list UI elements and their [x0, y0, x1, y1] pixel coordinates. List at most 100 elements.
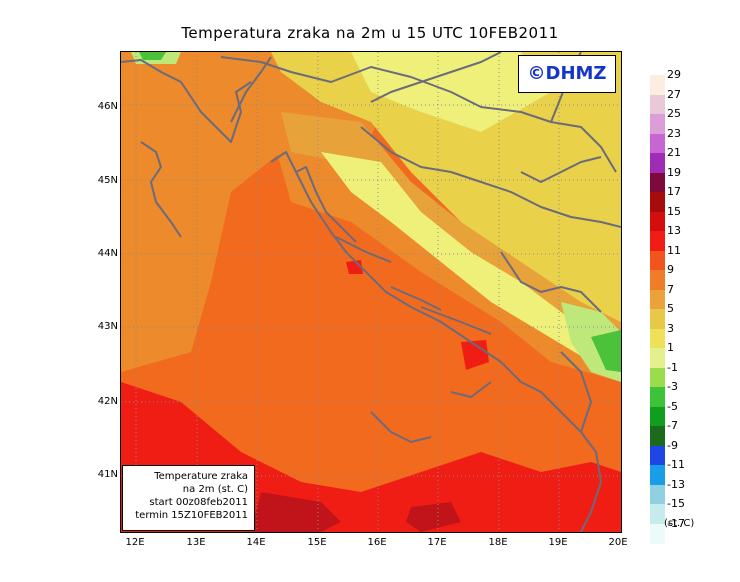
legend-label: -3 — [667, 380, 678, 393]
legend-row: 25 — [650, 107, 720, 134]
legend-label: -7 — [667, 419, 678, 432]
temperature-map: ©DHMZ Temperature zraka na 2m (st. C) st… — [120, 51, 622, 533]
legend-swatch — [650, 328, 665, 349]
lon-label: 16E — [367, 537, 387, 548]
legend-swatch — [650, 309, 665, 329]
dhmz-logo: ©DHMZ — [518, 55, 616, 93]
legend-row: 19 — [650, 166, 720, 193]
legend-swatch — [650, 426, 665, 446]
legend-label: -13 — [667, 477, 685, 491]
legend-swatch — [650, 133, 665, 154]
legend-row: 9 — [650, 263, 720, 290]
legend-swatch — [650, 504, 665, 524]
lon-label: 13E — [186, 537, 206, 548]
legend-label: -15 — [667, 497, 685, 510]
lat-label: 41N — [97, 469, 118, 480]
legend-row: 13 — [650, 224, 720, 251]
legend-swatch — [650, 445, 665, 466]
legend-row: -1 — [650, 361, 720, 388]
map-title: Temperatura zraka na 2m u 15 UTC 10FEB20… — [181, 24, 559, 42]
legend-row: -7 — [650, 419, 720, 446]
legend-row: 7 — [650, 283, 720, 310]
legend-row: -3 — [650, 380, 720, 407]
legend-unit: (st. C) — [664, 518, 695, 529]
legend-swatch — [650, 484, 665, 505]
legend-row: -15 — [650, 497, 720, 524]
legend-row: 15 — [650, 205, 720, 232]
legend-row: 5 — [650, 302, 720, 329]
legend-label: 17 — [667, 185, 681, 198]
legend-swatch — [650, 75, 665, 95]
legend-label: 1 — [667, 341, 674, 354]
temperature-field — [121, 52, 621, 532]
legend-label: 5 — [667, 302, 674, 315]
legend-label: 23 — [667, 126, 681, 140]
legend-label: 25 — [667, 107, 681, 120]
legend-row: -11 — [650, 458, 720, 485]
legend-row: 1 — [650, 341, 720, 368]
field-dark-red — [251, 492, 341, 532]
legend-label: 27 — [667, 87, 681, 101]
legend-row: 21 — [650, 146, 720, 173]
info-line-2: na 2m (st. C) — [182, 484, 248, 495]
legend-swatch — [650, 348, 665, 368]
legend-row: -17 — [650, 517, 720, 544]
legend-swatch — [650, 172, 665, 193]
lat-label: 45N — [97, 175, 118, 186]
legend-label: -9 — [667, 438, 678, 452]
legend-label: 19 — [667, 165, 681, 179]
info-line-1: Temperature zraka — [154, 471, 248, 482]
info-line-3: start 00z08feb2011 — [149, 497, 248, 508]
lon-label: 12E — [125, 537, 145, 548]
legend-swatch — [650, 289, 665, 310]
field-red-east — [461, 340, 489, 370]
field-green-north — [139, 52, 166, 60]
lat-label: 43N — [97, 321, 118, 332]
field-green — [591, 330, 621, 372]
legend-label: 3 — [667, 321, 674, 335]
legend-label: 7 — [667, 282, 674, 296]
legend-label: 15 — [667, 204, 681, 218]
legend-swatch — [650, 114, 665, 134]
legend-row: 11 — [650, 244, 720, 271]
legend-swatch — [650, 211, 665, 232]
lon-label: 14E — [246, 537, 266, 548]
legend-swatch — [650, 94, 665, 115]
lat-label: 46N — [97, 101, 118, 112]
legend-row: 27 — [650, 88, 720, 115]
lon-label: 15E — [307, 537, 327, 548]
info-box: Temperature zraka na 2m (st. C) start 00… — [122, 465, 255, 531]
legend-label: -17 — [667, 516, 685, 530]
legend-swatch — [650, 153, 665, 173]
lat-label: 42N — [97, 396, 118, 407]
lon-label: 20E — [608, 537, 628, 548]
legend-swatch — [650, 192, 665, 212]
legend-row: -9 — [650, 439, 720, 466]
coastlines — [121, 52, 621, 532]
legend-swatch — [650, 387, 665, 407]
legend-label: -5 — [667, 399, 678, 413]
lon-label: 18E — [488, 537, 508, 548]
field-pale-yellow — [321, 152, 601, 362]
legend-swatch — [650, 231, 665, 251]
legend-swatch — [650, 406, 665, 427]
legend-label: -11 — [667, 458, 685, 471]
field-dark-red-2 — [406, 502, 461, 532]
legend-swatch — [650, 367, 665, 388]
legend-label: 29 — [667, 68, 681, 81]
legend-row: -5 — [650, 400, 720, 427]
legend-swatch — [650, 270, 665, 290]
legend-swatch — [650, 465, 665, 485]
legend-label: 9 — [667, 263, 674, 276]
legend-swatch — [650, 250, 665, 271]
legend-row: 23 — [650, 127, 720, 154]
info-line-4: termin 15Z10FEB2011 — [135, 510, 248, 521]
legend-row: -13 — [650, 478, 720, 505]
legend-label: 11 — [667, 243, 681, 257]
legend-row: 17 — [650, 185, 720, 212]
legend-row: 3 — [650, 322, 720, 349]
lon-label: 17E — [427, 537, 447, 548]
lon-label: 19E — [548, 537, 568, 548]
legend-label: -1 — [667, 360, 678, 374]
legend-label: 13 — [667, 224, 681, 237]
